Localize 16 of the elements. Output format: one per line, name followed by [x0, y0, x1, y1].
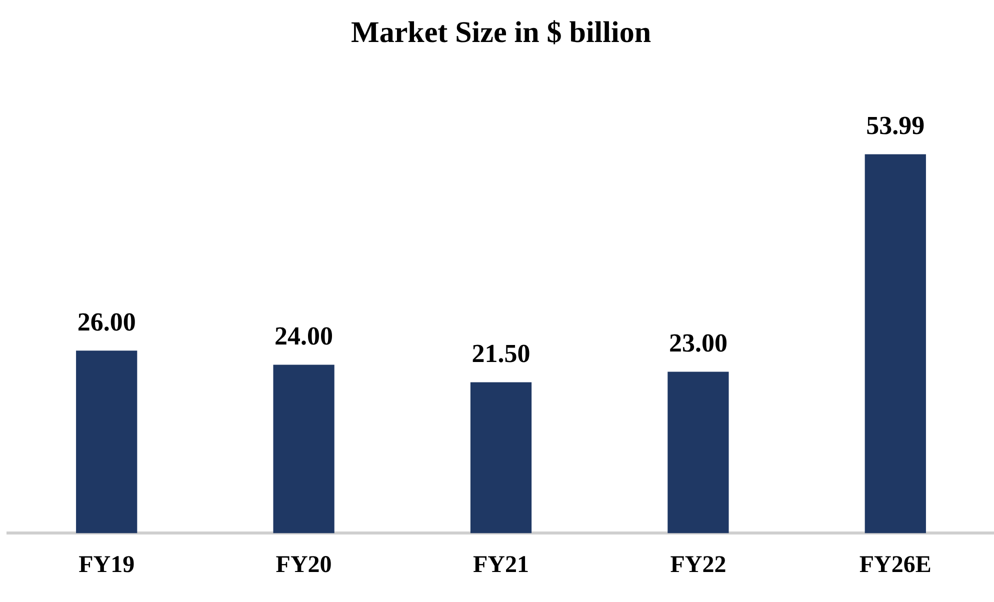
bar — [668, 372, 729, 534]
bar — [470, 382, 532, 534]
x-tick-label: FY20 — [276, 552, 332, 578]
x-tick-label: FY26E — [859, 552, 932, 578]
x-tick-label: FY21 — [473, 552, 529, 578]
bar — [273, 364, 334, 534]
data-label: 23.00 — [668, 328, 728, 358]
data-label: 21.50 — [472, 338, 530, 368]
bar — [76, 350, 138, 534]
data-label: 26.00 — [77, 307, 136, 336]
x-tick-label: FY19 — [78, 552, 135, 578]
data-label: 24.00 — [274, 321, 334, 350]
chart-title: Market Size in $ billion — [351, 16, 652, 49]
bar — [864, 154, 926, 534]
data-label: 53.99 — [866, 110, 925, 140]
x-tick-label: FY22 — [670, 552, 726, 578]
